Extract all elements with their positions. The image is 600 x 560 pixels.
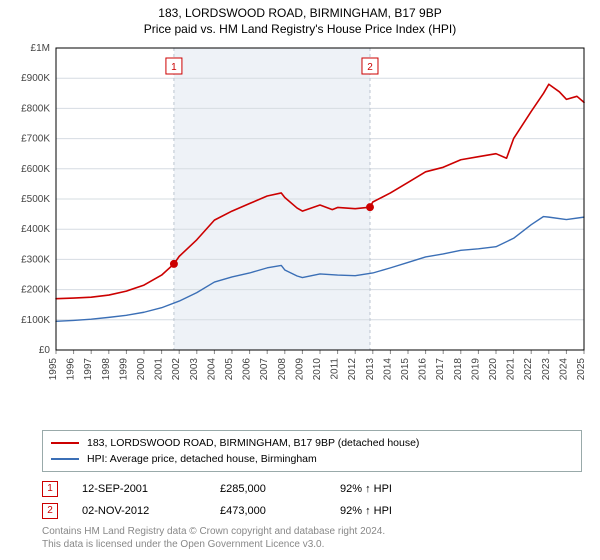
svg-text:£900K: £900K xyxy=(21,73,50,84)
annotation-date-1: 12-SEP-2001 xyxy=(82,483,220,495)
annotation-pct-1: 92% ↑ HPI xyxy=(340,483,460,495)
svg-text:2022: 2022 xyxy=(523,358,534,381)
svg-text:2019: 2019 xyxy=(470,358,481,381)
chart-area: £0 £100K £200K £300K £400K £500K £600K £700K £80… xyxy=(8,40,592,400)
svg-text:2020: 2020 xyxy=(488,358,499,381)
svg-text:1: 1 xyxy=(171,62,177,73)
svg-text:2008: 2008 xyxy=(277,358,288,381)
svg-text:2001: 2001 xyxy=(154,358,165,381)
annotation-marker-1: 1 xyxy=(42,481,58,497)
svg-text:1999: 1999 xyxy=(118,358,129,381)
svg-text:2000: 2000 xyxy=(136,358,147,381)
legend-item-property: 183, LORDSWOOD ROAD, BIRMINGHAM, B17 9BP… xyxy=(51,435,573,451)
svg-text:1996: 1996 xyxy=(66,358,77,381)
svg-text:2010: 2010 xyxy=(312,358,323,381)
chart-title-line1: 183, LORDSWOOD ROAD, BIRMINGHAM, B17 9BP xyxy=(0,6,600,20)
svg-text:2023: 2023 xyxy=(541,358,552,381)
legend: 183, LORDSWOOD ROAD, BIRMINGHAM, B17 9BP… xyxy=(42,430,582,472)
svg-text:2004: 2004 xyxy=(206,358,217,381)
svg-text:£800K: £800K xyxy=(21,103,50,114)
svg-text:£400K: £400K xyxy=(21,224,50,235)
svg-text:£200K: £200K xyxy=(21,285,50,296)
svg-text:2014: 2014 xyxy=(382,358,393,381)
svg-text:2: 2 xyxy=(367,62,373,73)
credits-line-1: Contains HM Land Registry data © Crown c… xyxy=(42,526,582,539)
svg-text:2015: 2015 xyxy=(400,358,411,381)
svg-text:2009: 2009 xyxy=(294,358,305,381)
svg-text:2024: 2024 xyxy=(558,358,569,381)
svg-text:£600K: £600K xyxy=(21,164,50,175)
svg-text:2005: 2005 xyxy=(224,358,235,381)
svg-text:£700K: £700K xyxy=(21,134,50,145)
svg-text:£1M: £1M xyxy=(31,43,50,54)
svg-text:£300K: £300K xyxy=(21,254,50,265)
annotation-row-2: 2 02-NOV-2012 £473,000 92% ↑ HPI xyxy=(42,500,582,522)
svg-text:1995: 1995 xyxy=(48,358,59,381)
svg-text:£0: £0 xyxy=(39,345,51,356)
svg-text:2003: 2003 xyxy=(189,358,200,381)
chart-title-line2: Price paid vs. HM Land Registry's House … xyxy=(0,22,600,36)
svg-text:2021: 2021 xyxy=(506,358,517,381)
annotation-pct-2: 92% ↑ HPI xyxy=(340,505,460,517)
chart-container: 183, LORDSWOOD ROAD, BIRMINGHAM, B17 9BP… xyxy=(0,0,600,560)
svg-text:2013: 2013 xyxy=(365,358,376,381)
credits: Contains HM Land Registry data © Crown c… xyxy=(42,526,582,551)
svg-text:1998: 1998 xyxy=(101,358,112,381)
legend-item-hpi: HPI: Average price, detached house, Birm… xyxy=(51,451,573,467)
legend-swatch-hpi xyxy=(51,458,79,460)
legend-label-hpi: HPI: Average price, detached house, Birm… xyxy=(87,453,317,465)
annotation-marker-2: 2 xyxy=(42,503,58,519)
annotation-price-1: £285,000 xyxy=(220,483,340,495)
svg-text:2025: 2025 xyxy=(576,358,587,381)
svg-text:2017: 2017 xyxy=(435,358,446,381)
chart-svg: £0 £100K £200K £300K £400K £500K £600K £700K £80… xyxy=(8,40,592,400)
credits-line-2: This data is licensed under the Open Gov… xyxy=(42,539,582,552)
svg-text:1997: 1997 xyxy=(83,358,94,381)
annotation-date-2: 02-NOV-2012 xyxy=(82,505,220,517)
svg-text:£500K: £500K xyxy=(21,194,50,205)
legend-label-property: 183, LORDSWOOD ROAD, BIRMINGHAM, B17 9BP… xyxy=(87,437,419,449)
svg-text:2011: 2011 xyxy=(330,358,341,380)
annotation-row-1: 1 12-SEP-2001 £285,000 92% ↑ HPI xyxy=(42,478,582,500)
svg-text:2016: 2016 xyxy=(418,358,429,381)
annotation-price-2: £473,000 xyxy=(220,505,340,517)
svg-text:2002: 2002 xyxy=(171,358,182,381)
legend-swatch-property xyxy=(51,442,79,444)
annotations-table: 1 12-SEP-2001 £285,000 92% ↑ HPI 2 02-NO… xyxy=(42,478,582,522)
svg-text:2007: 2007 xyxy=(259,358,270,381)
svg-text:2006: 2006 xyxy=(242,358,253,381)
svg-text:2018: 2018 xyxy=(453,358,464,381)
svg-text:£100K: £100K xyxy=(21,315,50,326)
svg-text:2012: 2012 xyxy=(347,358,358,381)
